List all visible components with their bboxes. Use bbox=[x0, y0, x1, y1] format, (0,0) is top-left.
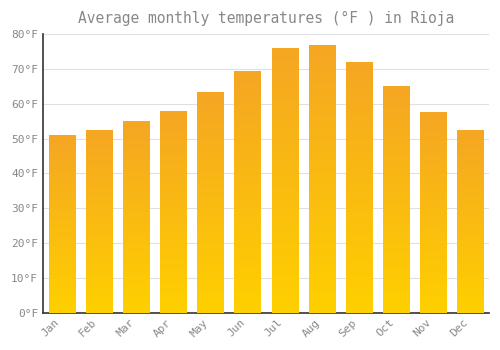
Title: Average monthly temperatures (°F ) in Rioja: Average monthly temperatures (°F ) in Ri… bbox=[78, 11, 454, 26]
